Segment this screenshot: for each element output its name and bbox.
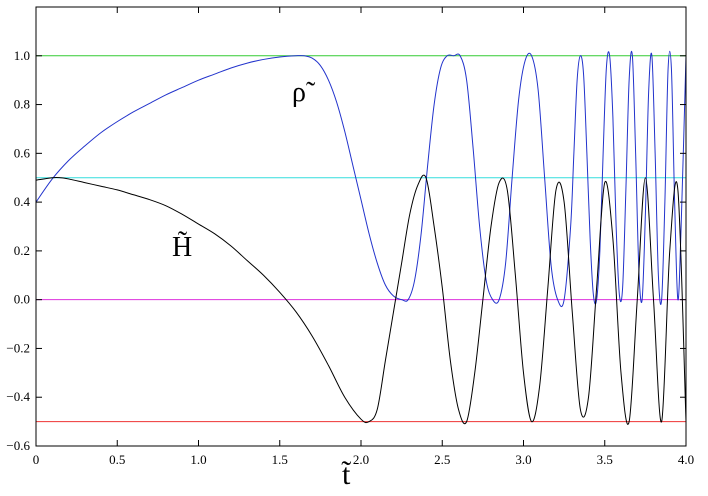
y-tick-label: 0.6 <box>14 145 31 160</box>
y-tick-label: −0.6 <box>6 438 30 453</box>
series-layer <box>35 50 687 425</box>
x-tick-label: 3.0 <box>515 452 531 467</box>
y-tick-label: −0.4 <box>6 389 30 404</box>
series-label-rho: ρ̃ <box>292 77 316 108</box>
y-tick-label: 1.0 <box>14 48 30 63</box>
y-tick-label: 0.2 <box>14 243 30 258</box>
y-tick-label: −0.2 <box>6 340 30 355</box>
x-tick-label: 1.0 <box>190 452 206 467</box>
x-tick-label: 0 <box>33 452 40 467</box>
x-tick-label: 1.5 <box>272 452 288 467</box>
y-tick-label: 0.8 <box>14 97 30 112</box>
reference-lines <box>36 55 686 423</box>
x-tick-label: 2.0 <box>353 452 369 467</box>
series-line-0 <box>35 50 687 308</box>
x-tick-label: 3.5 <box>597 452 613 467</box>
plot-frame <box>35 6 687 447</box>
y-tick-label: 0.0 <box>14 292 30 307</box>
x-tick-label: 0.5 <box>109 452 125 467</box>
x-tick-label: 4.0 <box>678 452 694 467</box>
series-label-h: H̃ <box>172 232 192 263</box>
series-line-1 <box>35 174 687 425</box>
ticks-layer: 0 0.5 1.0 1.5 2.0 2.5 3.0 3.5 4.0 −0.6 −0.4 −0.2 0.0… <box>6 7 694 467</box>
y-tick-label: 0.4 <box>14 194 31 209</box>
x-axis-title: t̃ <box>341 458 351 491</box>
x-tick-label: 2.5 <box>434 452 450 467</box>
